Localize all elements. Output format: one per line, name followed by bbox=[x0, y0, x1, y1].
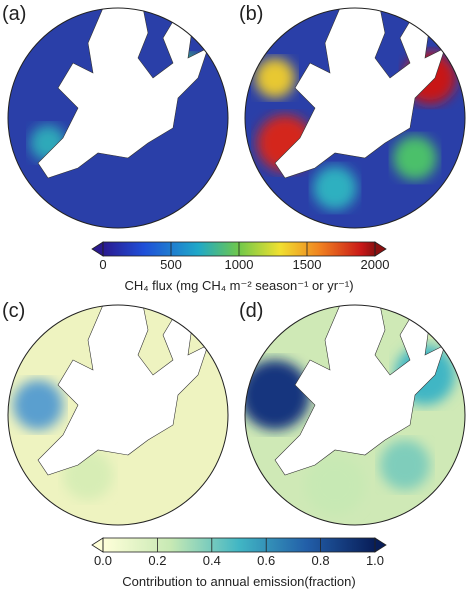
colorbar-extend bbox=[91, 537, 104, 553]
colorbar-tick-label: 0 bbox=[99, 257, 106, 272]
flux-region bbox=[245, 360, 310, 430]
flux-region bbox=[305, 455, 365, 515]
flux-region bbox=[255, 58, 295, 98]
colorbar-extend bbox=[374, 537, 387, 553]
map-border bbox=[7, 304, 229, 526]
flux-region bbox=[313, 166, 357, 210]
flux-region bbox=[380, 440, 430, 490]
colorbar-extend bbox=[91, 241, 104, 257]
map-panel bbox=[245, 305, 465, 525]
colorbar-label: Contribution to annual emission(fraction… bbox=[122, 574, 355, 589]
map-border bbox=[244, 304, 466, 526]
arctic-ocean bbox=[37, 305, 209, 476]
colorbar-extend bbox=[374, 241, 387, 257]
colorbar-label: CH₄ flux (mg CH₄ m⁻² season⁻¹ or yr⁻¹) bbox=[124, 278, 353, 293]
colorbar-tick-label: 0.6 bbox=[257, 553, 275, 568]
panel-label: (c) bbox=[2, 300, 25, 322]
arctic-ocean bbox=[274, 305, 446, 476]
map-border bbox=[7, 7, 229, 229]
map-panel bbox=[8, 8, 228, 228]
panel-label: (b) bbox=[239, 3, 263, 25]
arctic-ocean bbox=[37, 8, 209, 179]
colorbar-tick-label: 0.8 bbox=[312, 553, 330, 568]
map-panel bbox=[245, 8, 465, 228]
panel-label: (d) bbox=[239, 300, 263, 322]
colorbar-tick-label: 0.0 bbox=[94, 553, 112, 568]
colorbar-tick-label: 2000 bbox=[361, 257, 390, 272]
arctic-ocean bbox=[274, 8, 446, 179]
colorbar bbox=[102, 537, 376, 553]
colorbar-tick-label: 1500 bbox=[293, 257, 322, 272]
flux-region bbox=[13, 380, 63, 430]
colorbar-tick-label: 1000 bbox=[225, 257, 254, 272]
panel-label: (a) bbox=[2, 3, 26, 25]
colorbar-tick-label: 0.4 bbox=[203, 553, 221, 568]
map-border bbox=[244, 7, 466, 229]
map-panel bbox=[8, 305, 228, 525]
colorbar-tick-label: 1.0 bbox=[366, 553, 384, 568]
colorbar-tick-label: 0.2 bbox=[148, 553, 166, 568]
flux-region bbox=[393, 136, 437, 180]
colorbar-tick-label: 500 bbox=[160, 257, 182, 272]
